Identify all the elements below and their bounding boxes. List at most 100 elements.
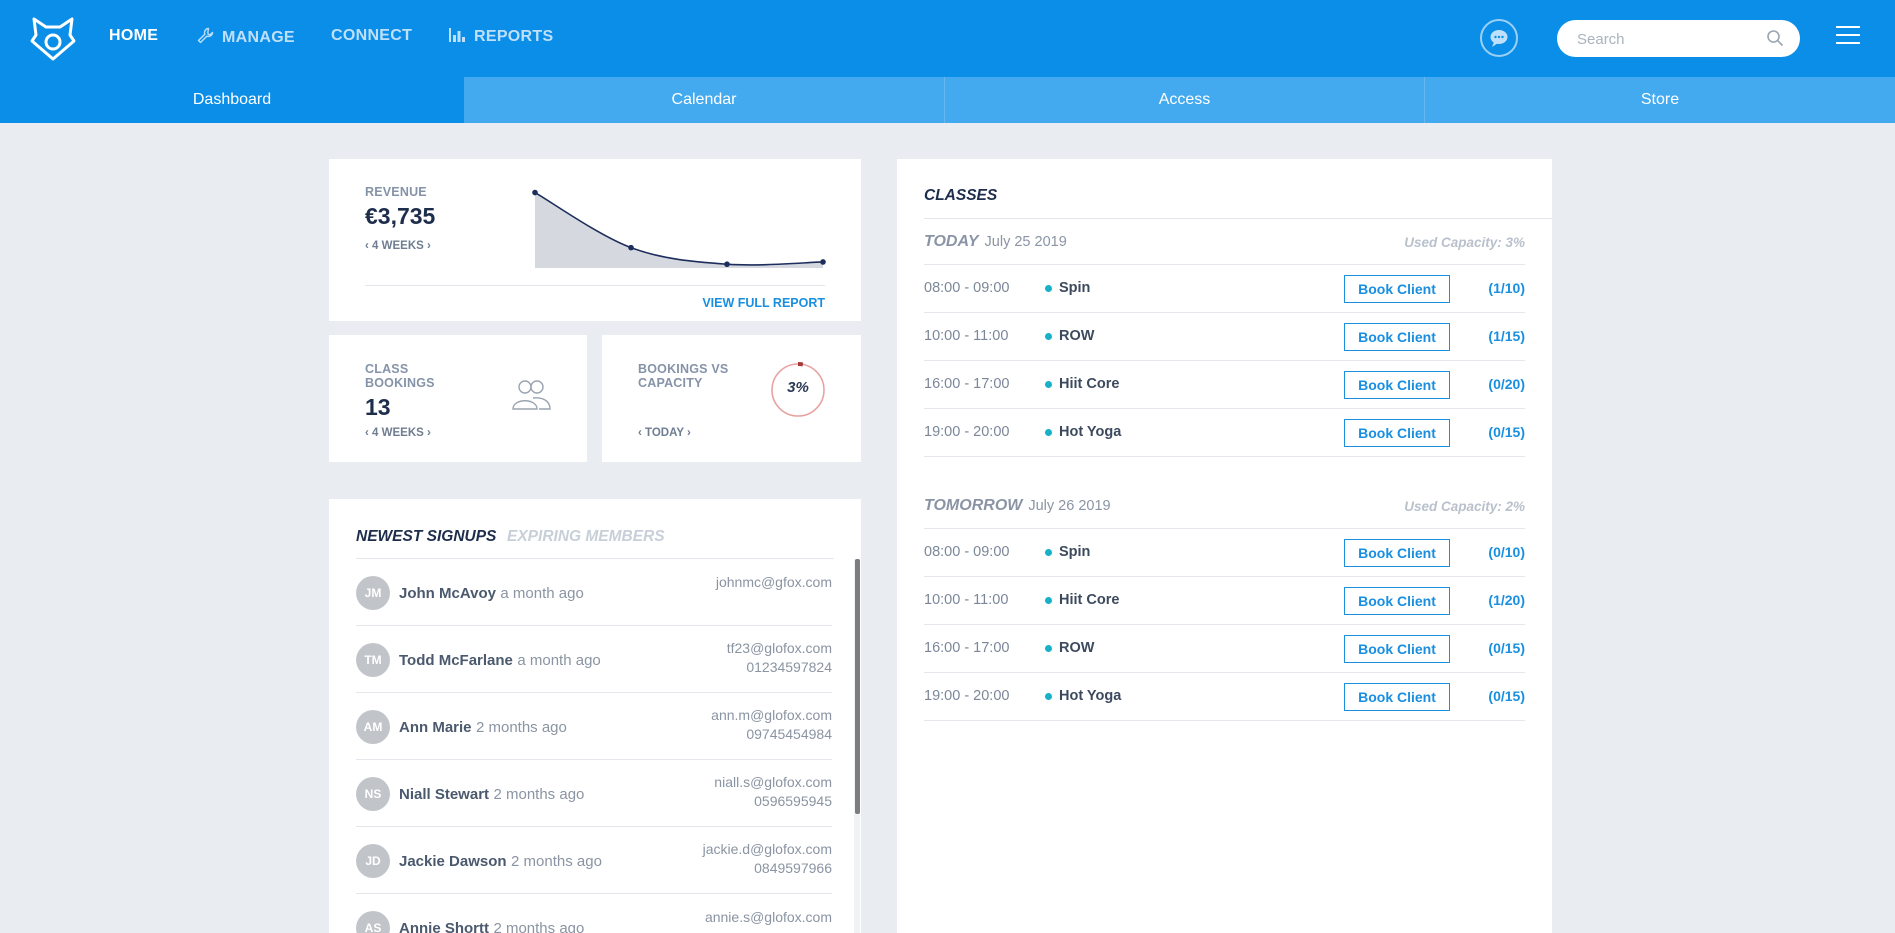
- chevron-right-icon[interactable]: ›: [687, 427, 691, 439]
- signup-email[interactable]: johnmc@gfox.com: [715, 574, 832, 590]
- signup-email[interactable]: annie.s@glofox.com: [704, 909, 832, 925]
- signup-row[interactable]: TM Todd McFarlane a month ago tf23@glofox.…: [356, 626, 832, 693]
- signup-name[interactable]: Jackie Dawson: [399, 853, 507, 870]
- signup-name[interactable]: Todd McFarlane: [399, 652, 513, 669]
- signup-name[interactable]: Niall Stewart: [399, 786, 490, 803]
- signups-card: NEWEST SIGNUPS EXPIRING MEMBERS JM John M…: [329, 499, 861, 933]
- chevron-left-icon[interactable]: ‹: [638, 427, 642, 439]
- class-capacity: (1/20): [1488, 592, 1525, 608]
- tab-calendar[interactable]: Calendar: [671, 91, 737, 108]
- divider: [356, 558, 834, 559]
- signup-contact: tf23@glofox.com 01234597824: [727, 639, 832, 677]
- signup-time: 2 months ago: [493, 786, 585, 803]
- revenue-value: €3,735: [365, 203, 436, 229]
- nav-home[interactable]: HOME: [109, 27, 158, 45]
- avatar: AS: [356, 911, 390, 933]
- revenue-area: [535, 192, 823, 268]
- signup-row[interactable]: NS Niall Stewart 2 months ago niall.s@glof…: [356, 760, 832, 827]
- revenue-point[interactable]: [820, 259, 826, 265]
- signup-phone: 01234597824: [746, 659, 832, 675]
- book-client-button[interactable]: Book Client: [1344, 587, 1450, 615]
- chevron-right-icon[interactable]: ›: [427, 240, 431, 252]
- class-time: 19:00 - 20:00: [924, 688, 1010, 704]
- class-name[interactable]: Hot Yoga: [1059, 688, 1122, 704]
- class-row: 16:00 - 17:00 ROW Book Client (0/15): [924, 625, 1525, 673]
- book-client-button[interactable]: Book Client: [1344, 371, 1450, 399]
- signup-email[interactable]: niall.s@glofox.com: [714, 774, 832, 790]
- class-name[interactable]: Spin: [1059, 280, 1091, 296]
- signup-row[interactable]: AM Ann Marie 2 months ago ann.m@glofox.com…: [356, 693, 832, 760]
- class-name[interactable]: Spin: [1059, 544, 1091, 560]
- class-dot-icon: [1045, 429, 1052, 436]
- signup-name[interactable]: John McAvoy: [399, 585, 496, 602]
- tab-store[interactable]: Store: [1640, 91, 1680, 108]
- book-client-button[interactable]: Book Client: [1344, 539, 1450, 567]
- signup-phone: 09745454984: [746, 726, 832, 742]
- class-dot-icon: [1045, 285, 1052, 292]
- chevron-right-icon[interactable]: ›: [427, 427, 431, 439]
- class-bookings-label-line1: CLASS: [365, 362, 409, 376]
- signup-info: Jackie Dawson 2 months ago: [399, 853, 602, 871]
- nav-connect[interactable]: CONNECT: [331, 27, 412, 45]
- book-client-button[interactable]: Book Client: [1344, 419, 1450, 447]
- chat-button[interactable]: [1480, 19, 1518, 57]
- revenue-line: [534, 191, 824, 266]
- class-capacity: (1/15): [1488, 328, 1525, 344]
- book-client-button[interactable]: Book Client: [1344, 683, 1450, 711]
- class-row: 08:00 - 09:00 Spin Book Client (1/10): [924, 265, 1525, 313]
- scrollbar-thumb[interactable]: [855, 559, 860, 814]
- class-name[interactable]: ROW: [1059, 640, 1095, 656]
- signup-name[interactable]: Ann Marie: [399, 719, 472, 736]
- signup-email[interactable]: jackie.d@glofox.com: [702, 841, 832, 857]
- signup-email[interactable]: tf23@glofox.com: [726, 640, 832, 656]
- search-icon[interactable]: [1766, 29, 1784, 47]
- signup-name[interactable]: Annie Shortt: [399, 920, 489, 933]
- book-client-button[interactable]: Book Client: [1344, 323, 1450, 351]
- signup-time: a month ago: [517, 652, 601, 669]
- tab-access[interactable]: Access: [1158, 91, 1211, 108]
- book-client-button[interactable]: Book Client: [1344, 635, 1450, 663]
- revenue-chart: [532, 189, 826, 268]
- class-capacity: (0/10): [1488, 544, 1525, 560]
- nav-reports[interactable]: REPORTS: [448, 27, 553, 46]
- avatar: JM: [356, 576, 390, 610]
- class-name[interactable]: Hiit Core: [1059, 376, 1120, 392]
- chevron-left-icon[interactable]: ‹: [365, 427, 369, 439]
- chevron-left-icon[interactable]: ‹: [365, 240, 369, 252]
- capacity-ring: [771, 362, 825, 417]
- hamburger-menu-icon[interactable]: [1836, 26, 1860, 46]
- class-bookings-card: CLASS BOOKINGS 13 ‹ 4 WEEKS ›: [329, 335, 587, 462]
- tab-dashboard[interactable]: Dashboard: [0, 77, 464, 123]
- revenue-point[interactable]: [532, 189, 538, 196]
- signup-row[interactable]: AS Annie Shortt 2 months ago annie.s@glofo…: [356, 894, 832, 933]
- signup-phone: 0849597966: [754, 860, 832, 876]
- class-name[interactable]: ROW: [1059, 328, 1095, 344]
- revenue-period-selector: ‹ 4 WEEKS ›: [365, 240, 431, 252]
- class-name[interactable]: Hiit Core: [1059, 592, 1120, 608]
- users-group-icon: [512, 380, 551, 410]
- class-bookings-label: CLASS BOOKINGS: [365, 362, 435, 390]
- signup-contact: jackie.d@glofox.com 0849597966: [703, 840, 832, 878]
- tab-newest-signups[interactable]: NEWEST SIGNUPS: [356, 528, 497, 545]
- view-full-report-link[interactable]: VIEW FULL REPORT: [702, 296, 825, 310]
- class-name[interactable]: Hot Yoga: [1059, 424, 1122, 440]
- book-client-button[interactable]: Book Client: [1344, 275, 1450, 303]
- revenue-point[interactable]: [628, 244, 634, 251]
- classes-title: CLASSES: [924, 187, 998, 204]
- revenue-card: REVENUE €3,735 ‹ 4 WEEKS › VIEW FULL REP…: [329, 159, 861, 321]
- signup-contact: niall.s@glofox.com 0596595945: [714, 773, 832, 811]
- nav-manage[interactable]: MANAGE: [197, 27, 295, 47]
- signup-row[interactable]: JM John McAvoy a month ago johnmc@gfox.com: [356, 559, 832, 626]
- tab-expiring-members[interactable]: EXPIRING MEMBERS: [507, 528, 665, 545]
- signup-time: a month ago: [500, 585, 584, 602]
- signup-row[interactable]: JD Jackie Dawson 2 months ago jackie.d@glo…: [356, 827, 832, 894]
- signup-email[interactable]: ann.m@glofox.com: [711, 707, 832, 723]
- class-time: 16:00 - 17:00: [924, 640, 1010, 656]
- search-input[interactable]: [1575, 28, 1759, 50]
- nav-manage-label: MANAGE: [222, 29, 295, 46]
- used-capacity: Used Capacity: 2%: [1404, 499, 1525, 514]
- day-header: TODAY July 25 2019 Used Capacity: 3%: [924, 233, 1525, 257]
- class-bookings-period-label: 4 WEEKS: [372, 427, 424, 439]
- revenue-point[interactable]: [724, 261, 730, 268]
- brand-logo-icon[interactable]: [30, 15, 76, 61]
